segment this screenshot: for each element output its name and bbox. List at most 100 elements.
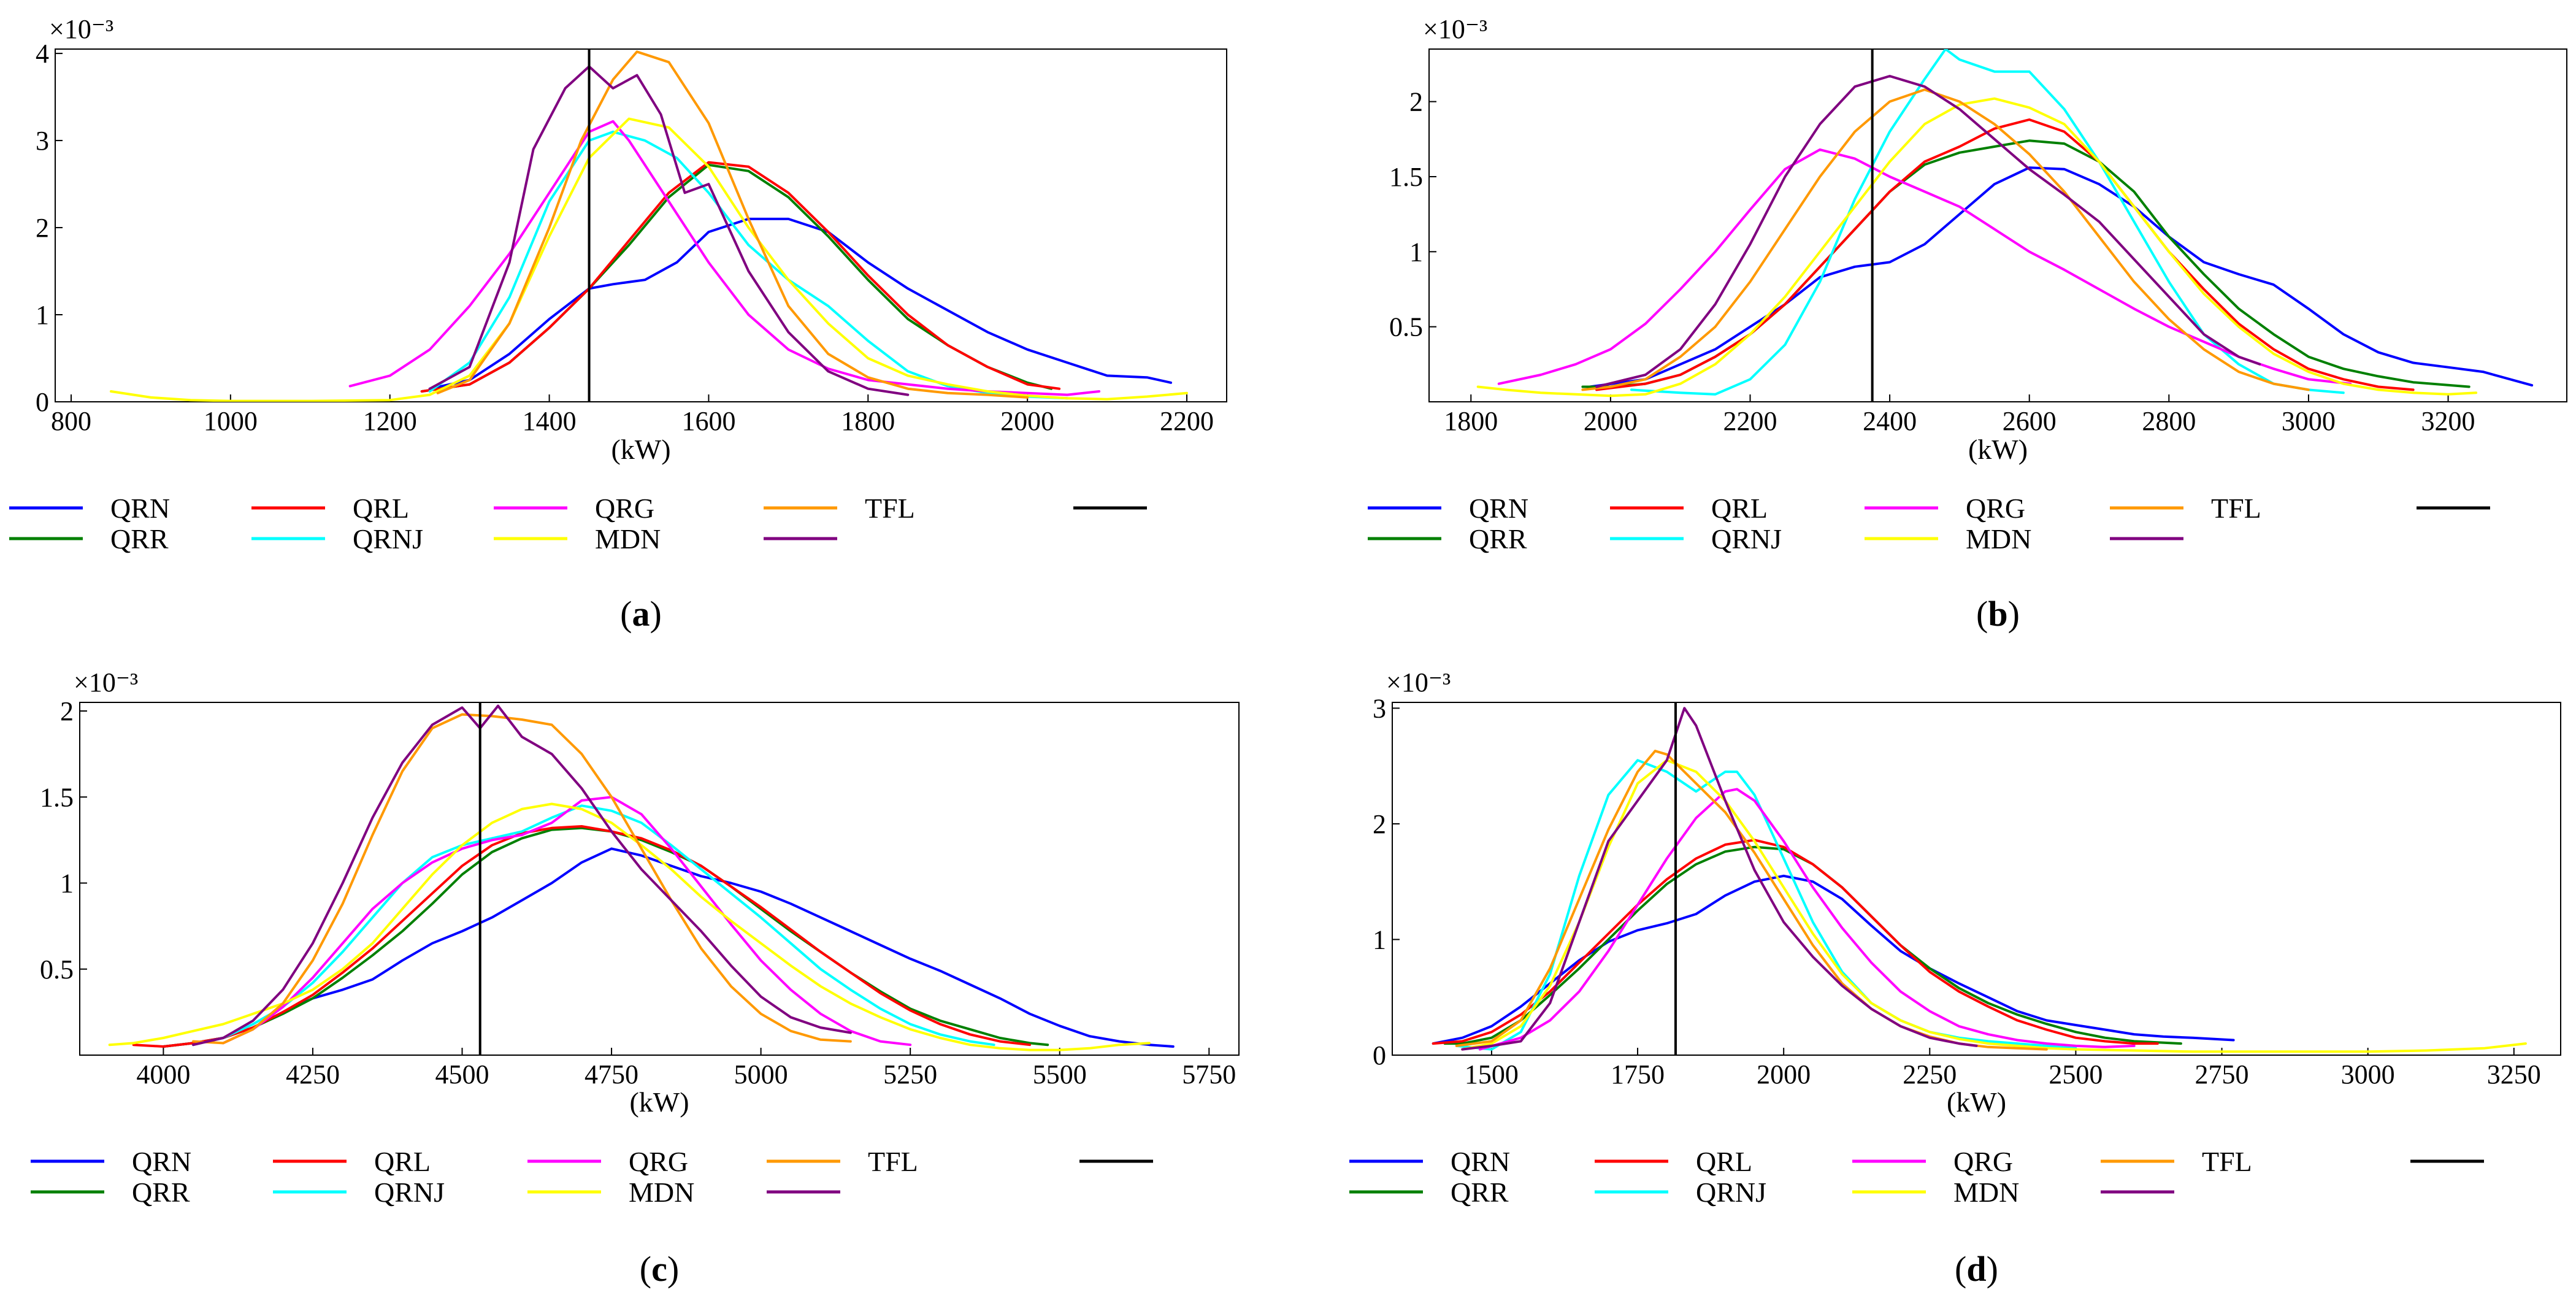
legend: QRN QRL QRG TFL QRR QRNJ MDN [1368, 493, 2490, 555]
y-multiplier: ×10⁻³ [74, 667, 138, 697]
legend-label: MDN [1953, 1177, 2019, 1208]
series-line-tfl [436, 50, 1029, 399]
legend-label: QRN [132, 1146, 191, 1177]
series-line-unlabeled [192, 704, 852, 1047]
x-tick-label: 3250 [2487, 1059, 2541, 1089]
legend-label: QRL [1696, 1146, 1752, 1177]
series-line-qrn [1432, 874, 2235, 1045]
y-tick-label: 4 [36, 39, 49, 69]
legend-label: TFL [868, 1146, 918, 1177]
x-tick-label: 2800 [2142, 406, 2196, 436]
y-tick-label: 0.5 [1389, 312, 1423, 342]
legend-label: QRN [110, 493, 170, 524]
series-line-qrg [221, 796, 912, 1047]
x-tick-label: 1000 [204, 406, 258, 436]
x-tick-label: 2000 [1000, 406, 1054, 436]
series-line-tfl [1455, 750, 2048, 1051]
series-group [108, 704, 1175, 1051]
legend-label: QRNJ [1696, 1177, 1766, 1208]
x-tick-label: 3000 [2282, 406, 2336, 436]
series-line-tfl [192, 713, 852, 1045]
legend-label: QRN [1451, 1146, 1510, 1177]
series-line-mdn [110, 117, 1188, 402]
series-line-qrg [1497, 148, 2352, 385]
x-tick-label: 2000 [1757, 1059, 1811, 1089]
legend-label: QRL [1711, 493, 1768, 524]
panel-caption: (a) [620, 594, 662, 634]
y-tick-label: 1.5 [40, 782, 74, 812]
x-tick-label: 1400 [523, 406, 577, 436]
series-line-unlabeled [1595, 75, 2261, 388]
x-tick-label: 2400 [1863, 406, 1917, 436]
legend-label: QRNJ [353, 523, 423, 555]
x-axis-label: (kW) [1947, 1086, 2006, 1118]
panel-4: 1500 1750 2000 2250 2500 2750 3000 3250 0 1 2 3×10⁻… [1349, 667, 2561, 1289]
series-line-mdn [1461, 759, 2527, 1053]
x-tick-label: 2500 [2049, 1059, 2103, 1089]
y-multiplier: ×10⁻³ [1423, 14, 1487, 44]
y-multiplier: ×10⁻³ [1386, 667, 1451, 697]
y-tick-label: 0 [1373, 1040, 1386, 1070]
panel-caption: (c) [640, 1249, 679, 1289]
series-line-unlabeled [1461, 707, 1978, 1051]
legend-label: QRL [353, 493, 409, 524]
x-tick-label: 1800 [1444, 406, 1498, 436]
legend: QRN QRL QRG TFL QRR QRNJ MDN [31, 1146, 1153, 1208]
series-line-mdn [1476, 97, 2478, 398]
legend: QRN QRL QRG TFL QRR QRNJ MDN [1349, 1146, 2484, 1208]
panel-3: 4000 4250 4500 4750 5000 5250 5500 5750 0.5 1 1.5 2… [31, 667, 1240, 1289]
x-tick-label: 1600 [681, 406, 735, 436]
x-tick-label: 3000 [2341, 1059, 2395, 1089]
legend-label: QRR [132, 1177, 190, 1208]
x-tick-label: 2000 [1584, 406, 1638, 436]
legend-label: MDN [629, 1177, 694, 1208]
series-line-qrn [162, 847, 1175, 1048]
legend-label: QRR [110, 523, 169, 555]
legend-label: QRN [1469, 493, 1528, 524]
y-tick-label: 2 [1373, 809, 1386, 839]
y-tick-label: 1 [60, 869, 74, 899]
y-multiplier: ×10⁻³ [49, 14, 113, 44]
series-line-tfl [1581, 88, 2310, 391]
y-tick-label: 3 [36, 126, 49, 156]
legend-label: MDN [595, 523, 661, 555]
x-tick-label: 4750 [585, 1059, 638, 1089]
series-line-qrnj [192, 804, 995, 1047]
plot-frame [55, 48, 1227, 402]
x-tick-label: 2600 [2003, 406, 2057, 436]
legend-label: QRG [1966, 493, 2025, 524]
legend-label: QRL [374, 1146, 431, 1177]
series-line-unlabeled [428, 65, 910, 396]
y-tick-label: 2 [36, 213, 49, 243]
series-line-qrg [348, 120, 1101, 396]
legend-label: TFL [865, 493, 915, 524]
y-tick-label: 2 [1409, 87, 1423, 117]
series-line-mdn [108, 802, 1151, 1051]
x-axis-label: (kW) [629, 1086, 689, 1118]
x-tick-label: 4000 [136, 1059, 190, 1089]
panel-caption: (d) [1955, 1249, 1998, 1289]
x-tick-label: 3200 [2421, 406, 2475, 436]
x-tick-label: 5000 [734, 1059, 788, 1089]
x-axis-label: (kW) [1968, 434, 2028, 465]
legend-label: TFL [2211, 493, 2261, 524]
panel-caption: (b) [1976, 594, 2020, 634]
y-tick-label: 1.5 [1389, 162, 1423, 192]
y-tick-label: 1 [1409, 237, 1423, 267]
x-tick-label: 5750 [1182, 1059, 1236, 1089]
x-tick-label: 1200 [363, 406, 417, 436]
legend-label: QRNJ [1711, 523, 1782, 555]
x-tick-label: 1500 [1465, 1059, 1519, 1089]
series-group [1476, 49, 2534, 398]
x-tick-label: 1800 [841, 406, 895, 436]
legend-label: QRR [1451, 1177, 1509, 1208]
x-tick-label: 1750 [1611, 1059, 1665, 1089]
x-axis-label: (kW) [611, 434, 670, 465]
y-tick-label: 2 [60, 696, 74, 726]
y-tick-label: 0.5 [40, 955, 74, 985]
y-tick-label: 1 [1373, 924, 1386, 955]
series-line-qrl [420, 161, 1061, 393]
series-group [1432, 707, 2527, 1053]
x-tick-label: 5250 [883, 1059, 937, 1089]
y-tick-label: 0 [36, 387, 49, 417]
